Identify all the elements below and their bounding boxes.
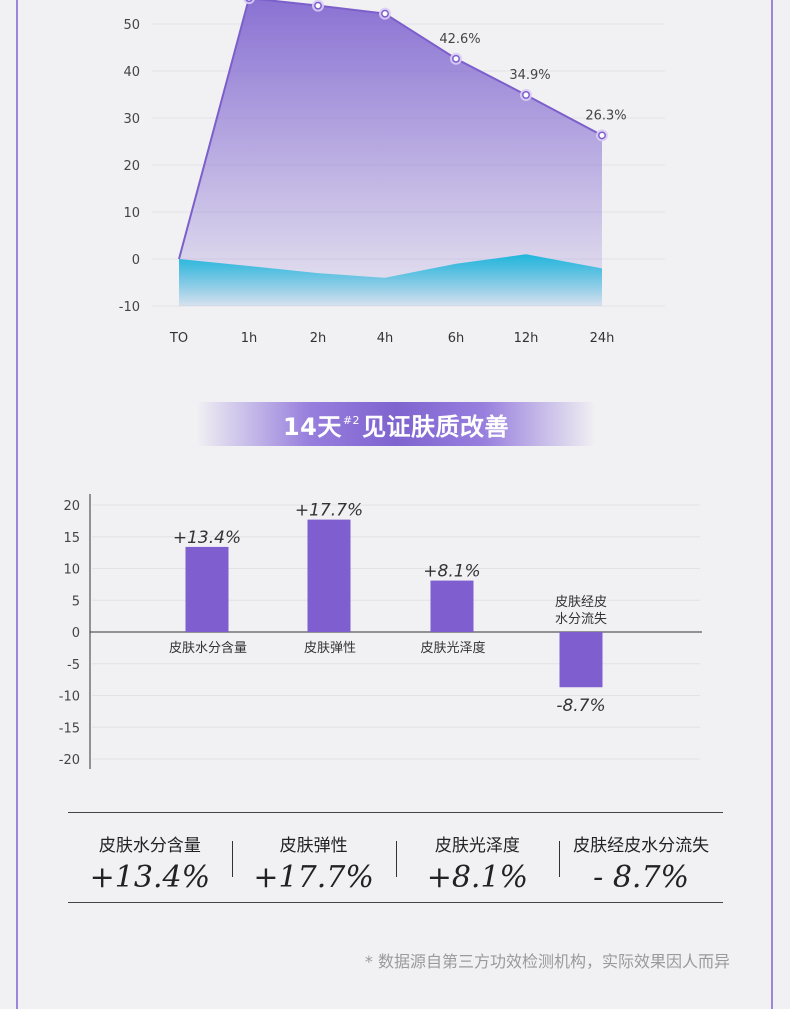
banner-superscript: #2: [342, 413, 361, 427]
data-label: +17.7%: [295, 501, 363, 521]
summary-value: +13.4%: [89, 860, 211, 895]
category-label: 皮肤弹性: [304, 641, 356, 656]
summary-cell: 皮肤经皮水分流失 - 8.7%: [559, 813, 723, 902]
section-banner: 14天 #2 见证肤质改善: [196, 402, 596, 446]
y-tick-label: -20: [59, 753, 80, 768]
bar: [307, 519, 351, 632]
summary-label: 皮肤经皮水分流失: [573, 836, 710, 856]
bar: [430, 580, 474, 632]
y-tick-label: 20: [123, 159, 140, 174]
summary-cell: 皮肤光泽度 +8.1%: [395, 813, 560, 902]
summary-cell: 皮肤水分含量 +13.4%: [68, 813, 232, 902]
data-point: [381, 9, 389, 18]
y-tick-label: 50: [123, 18, 140, 33]
footnote: * 数据源自第三方功效检测机构，实际效果因人而异: [364, 952, 730, 971]
y-tick-label: 20: [63, 499, 80, 514]
frame-left-line: [16, 0, 18, 1009]
y-tick-label: -10: [119, 300, 140, 315]
summary-cell: 皮肤弹性 +17.7%: [231, 813, 396, 902]
y-tick-label: 0: [72, 626, 80, 641]
category-label-line1: 皮肤经皮: [555, 595, 607, 610]
data-point: [452, 54, 460, 63]
y-tick-label: 5: [72, 594, 80, 609]
x-tick-label: 2h: [310, 331, 327, 346]
frame-right-line: [771, 0, 773, 1009]
bar: [559, 632, 603, 688]
bar-chart: 20 15 10 5 0 -5 -10 -15 -20 +13.4% +17.7% +8.1% -8.7…: [0, 480, 790, 784]
y-tick-label: 10: [63, 563, 80, 578]
y-tick-label: 15: [63, 531, 80, 546]
data-label: -8.7%: [556, 696, 605, 716]
y-tick-label: -15: [59, 721, 80, 736]
y-tick-label: 0: [132, 253, 140, 268]
data-label: 34.9%: [509, 68, 550, 83]
area-chart: 6050403020100-1055.5%53.9%52.2%42.6%34.9…: [0, 0, 790, 364]
x-tick-label: 4h: [377, 331, 394, 346]
bar: [185, 546, 229, 632]
series-area-blue: [179, 254, 602, 306]
y-tick-label: 10: [123, 206, 140, 221]
x-tick-label: 24h: [590, 331, 615, 346]
bar-chart-svg: 20 15 10 5 0 -5 -10 -15 -20 +13.4% +17.7% +8.1% -8.7…: [59, 494, 702, 769]
data-label: 42.6%: [439, 32, 480, 47]
y-tick-label: -10: [59, 690, 80, 705]
category-label-line2: 水分流失: [555, 612, 607, 627]
category-label: 皮肤光泽度: [420, 640, 485, 656]
area-chart-svg: 6050403020100-1055.5%53.9%52.2%42.6%34.9…: [119, 0, 665, 346]
banner-title-a: 14天: [282, 412, 342, 441]
x-tick-label: 12h: [514, 331, 539, 346]
summary-value: +17.7%: [253, 860, 374, 895]
summary-label: 皮肤水分含量: [98, 836, 201, 856]
data-label: +13.4%: [173, 528, 241, 548]
data-label: 52.2%: [368, 0, 409, 2]
summary-label: 皮肤弹性: [279, 836, 348, 856]
y-tick-label: -5: [67, 658, 80, 673]
series-area-purple: [179, 0, 602, 306]
data-point: [598, 131, 606, 140]
banner-title-b: 见证肤质改善: [362, 412, 510, 441]
summary-value: - 8.7%: [593, 860, 690, 895]
summary-value: +8.1%: [426, 860, 529, 895]
data-label: +8.1%: [423, 562, 480, 582]
x-tick-label: 1h: [241, 331, 258, 346]
x-tick-label: 6h: [448, 331, 465, 346]
x-tick-label: TO: [169, 331, 188, 346]
data-point: [245, 0, 253, 3]
summary-table: 皮肤水分含量 +13.4% 皮肤弹性 +17.7% 皮肤光泽度 +8.1% 皮肤…: [68, 812, 723, 903]
data-label: 26.3%: [585, 108, 626, 123]
category-label: 皮肤水分含量: [169, 640, 247, 656]
summary-label: 皮肤光泽度: [434, 836, 520, 856]
y-tick-label: 40: [123, 65, 140, 80]
y-tick-label: 30: [123, 112, 140, 127]
data-point: [314, 1, 322, 10]
data-point: [522, 91, 530, 99]
